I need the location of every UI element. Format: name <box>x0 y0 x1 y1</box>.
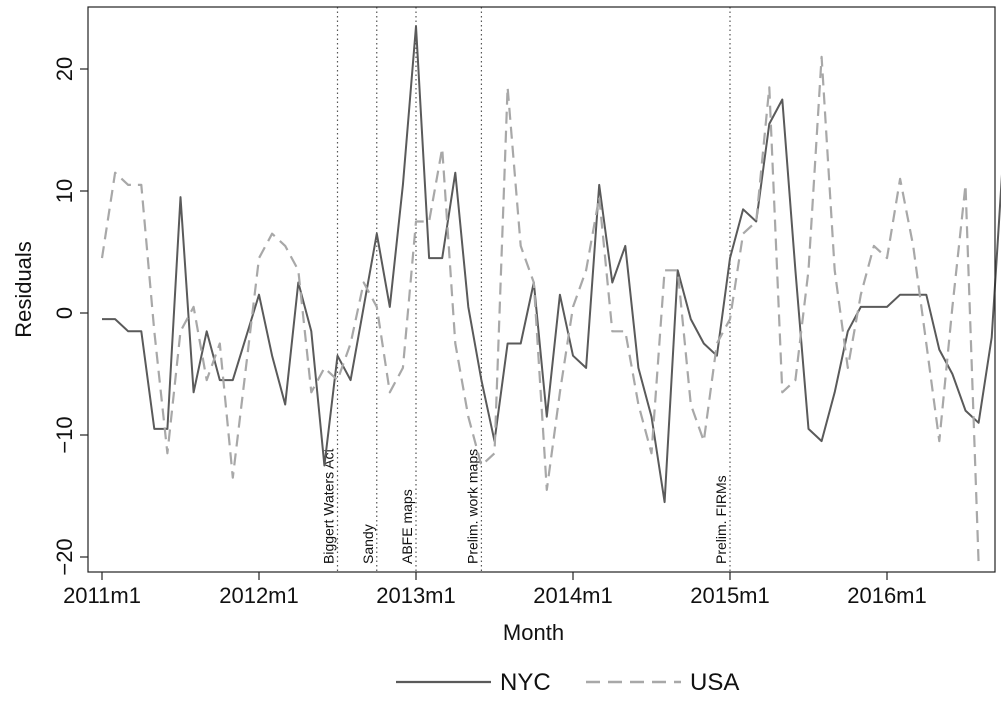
y-tick-label: −20 <box>52 538 77 575</box>
event-label: Prelim. work maps <box>464 449 480 564</box>
series-line-usa <box>100 55 980 564</box>
y-tick-label: 20 <box>52 57 77 81</box>
x-tick-label: 2016m1 <box>847 583 927 608</box>
y-tick-label: 10 <box>52 179 77 203</box>
event-lines: Biggert Waters Act Sandy ABFE maps Prelim. … <box>321 7 731 572</box>
x-axis-title: Month <box>503 620 564 645</box>
x-tick-label: 2012m1 <box>219 583 299 608</box>
y-axis: −20 −10 0 10 20 <box>52 57 88 576</box>
y-axis-title: Residuals <box>11 241 36 338</box>
legend-label-usa: USA <box>690 669 739 696</box>
event-label: Biggert Waters Act <box>321 448 337 564</box>
series-lines <box>100 25 1001 564</box>
legend: NYC USA <box>396 669 739 696</box>
event-label: Prelim. FIRMs <box>713 475 729 564</box>
x-tick-label: 2014m1 <box>533 583 613 608</box>
y-tick-label: 0 <box>52 307 77 319</box>
series-line-nyc <box>102 25 1001 504</box>
x-tick-label: 2011m1 <box>63 583 141 608</box>
plot-frame <box>87 6 996 573</box>
y-tick-label: −10 <box>52 416 77 453</box>
x-tick-label: 2013m1 <box>376 583 456 608</box>
legend-label-nyc: NYC <box>500 669 551 696</box>
event-label: ABFE maps <box>399 489 415 564</box>
x-axis: 2011m1 2012m1 2013m1 2014m1 2015m1 2016m1 <box>63 572 927 608</box>
x-tick-label: 2015m1 <box>690 583 770 608</box>
event-label: Sandy <box>360 524 376 564</box>
